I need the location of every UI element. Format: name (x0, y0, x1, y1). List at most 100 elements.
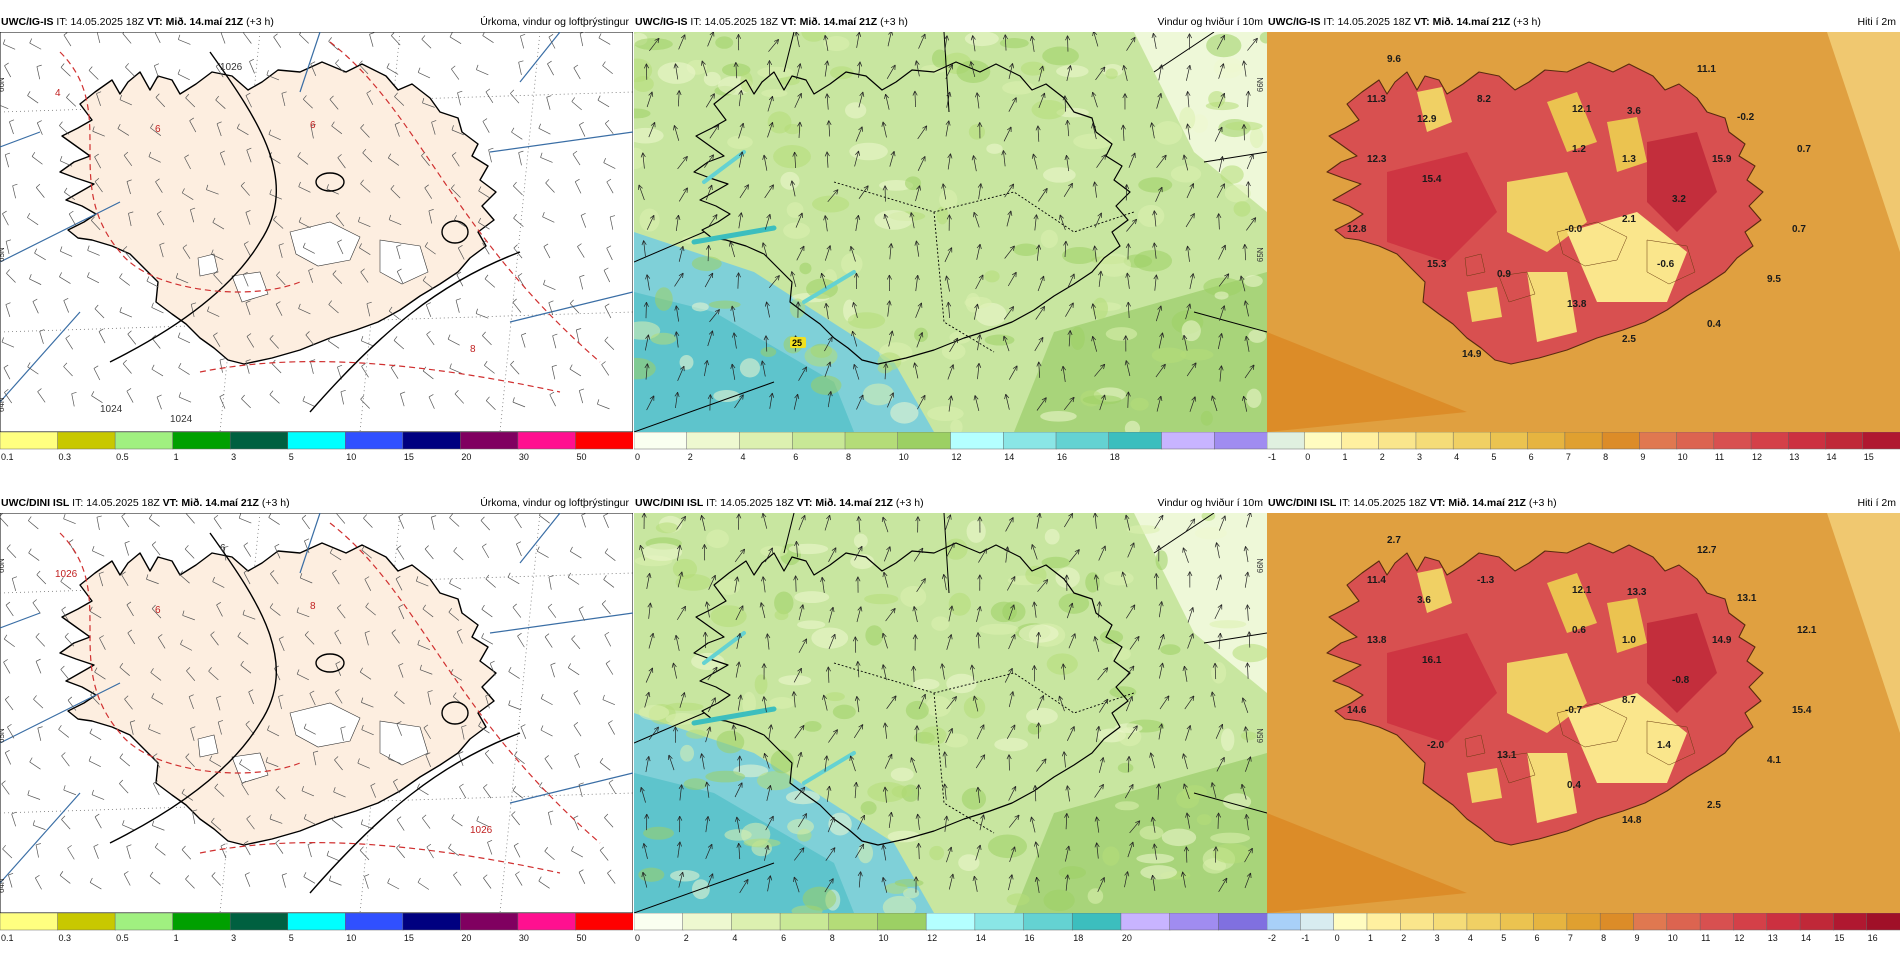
it-label: IT: (72, 497, 83, 509)
temp-label: 14.8 (1622, 815, 1642, 826)
product-title: Hiti í 2m (1857, 493, 1896, 513)
model-name: UWC/IG-IS (1268, 16, 1321, 28)
colorbar-tick-label: 20 (461, 452, 471, 462)
colorbar-tick-label: 16 (1868, 933, 1878, 943)
temp-label: 12.8 (1347, 224, 1367, 235)
colorbar-tick-label: 30 (519, 452, 529, 462)
colorbar-swatch (1534, 913, 1568, 930)
lead-time: (+3 h) (1513, 16, 1541, 28)
lat-label: 65N (1256, 247, 1265, 262)
product-title: Vindur og hviður í 10m (1158, 493, 1263, 513)
colorbar-tick-label: 18 (1110, 452, 1120, 462)
temp-label: 1.4 (1657, 740, 1671, 751)
init-time: 14.05.2025 18Z (720, 497, 794, 509)
colorbar-tick-label: 10 (878, 933, 888, 943)
colorbar-tick-label: 5 (289, 452, 294, 462)
colorbar-tick-label: 20 (1122, 933, 1132, 943)
vt-label: VT: (147, 16, 163, 28)
colorbar-tick-label: 7 (1566, 452, 1571, 462)
colorbar-swatch (1567, 913, 1601, 930)
temp-label: 3.6 (1417, 595, 1431, 606)
lat-label: 66N (0, 77, 6, 92)
colorbar-tick-label: 10 (1668, 933, 1678, 943)
panel-header: UWC/IG-IS IT: 14.05.2025 18Z VT: Mið. 14… (634, 12, 1267, 32)
colorbar-tick-label: 2 (1380, 452, 1385, 462)
model-name: UWC/DINI ISL (1, 497, 69, 509)
model-name: UWC/IG-IS (1, 16, 54, 28)
colorbar-tick-label: 4 (732, 933, 737, 943)
colorbar-swatch (1800, 913, 1834, 930)
lat-label: 65N (1256, 728, 1265, 743)
colorbar-tick-label: 8 (830, 933, 835, 943)
valid-time: Mið. 14.maí 21Z (1448, 497, 1526, 509)
colorbar-tick-label: 0 (1305, 452, 1310, 462)
colorbar-tick-label: 6 (781, 933, 786, 943)
lat-label: 66N (1256, 558, 1265, 573)
colorbar-tick-label: 0 (635, 933, 640, 943)
temp-label: 15.4 (1792, 705, 1812, 716)
colorbar-swatch (1667, 913, 1701, 930)
colorbar-swatch (1639, 432, 1677, 449)
colorbar-swatch (1170, 913, 1219, 930)
model-name: UWC/IG-IS (635, 16, 688, 28)
temp-label: 12.1 (1797, 625, 1817, 636)
map-view[interactable]: 66N 65N (634, 513, 1267, 913)
colorbar-swatch (1434, 913, 1468, 930)
colorbar-swatch (460, 913, 518, 930)
colorbar-swatch (1379, 432, 1417, 449)
colorbar-swatch (1602, 432, 1640, 449)
colorbar-swatch (975, 913, 1024, 930)
temp-label: 8.2 (1477, 94, 1491, 105)
colorbar-svg: -2-101234567891011121314151617 (1267, 913, 1900, 945)
colorbar-tick-label: 7 (1568, 933, 1573, 943)
panel-header: UWC/DINI ISL IT: 14.05.2025 18Z VT: Mið.… (1267, 493, 1900, 513)
lat-label: 66N (0, 558, 6, 573)
colorbar-tick-label: 2 (1401, 933, 1406, 943)
temp-label: 14.9 (1712, 635, 1732, 646)
temp-label: 13.3 (1627, 587, 1647, 598)
colorbar-swatch (115, 913, 173, 930)
temp-label: 1.0 (1622, 635, 1636, 646)
temp-label: 9.5 (1767, 274, 1781, 285)
colorbar-tick-label: 13 (1789, 452, 1799, 462)
colorbar-tick-label: 14 (1827, 452, 1837, 462)
temp-label: -0.8 (1672, 675, 1690, 686)
colorbar-tick-label: 4 (741, 452, 746, 462)
colorbar-swatch (1109, 432, 1162, 449)
temp-label: 8.7 (1622, 695, 1636, 706)
isobar-label: 6 (155, 124, 161, 135)
precip-map-panel-igis: UWC/IG-IS IT: 14.05.2025 18Z VT: Mið. 14… (0, 12, 633, 482)
colorbar-tick-label: 15 (404, 452, 414, 462)
temp-label: 15.4 (1422, 174, 1442, 185)
colorbar-tick-label: 15 (404, 933, 414, 943)
colorbar-tick-label: 8 (1601, 933, 1606, 943)
colorbar-tick-label: 0.3 (59, 452, 72, 462)
lead-time: (+3 h) (246, 16, 274, 28)
colorbar-tick-label: -1 (1301, 933, 1309, 943)
colorbar-swatch (0, 913, 58, 930)
vt-label: VT: (1430, 497, 1446, 509)
colorbar-tick-label: 3 (231, 933, 236, 943)
colorbar-swatch (1733, 913, 1767, 930)
colorbar-tick-label: 12 (952, 452, 962, 462)
temp-map-panel-igis: UWC/IG-IS IT: 14.05.2025 18Z VT: Mið. 14… (1267, 12, 1900, 482)
product-title: Hiti í 2m (1857, 12, 1896, 32)
temp-label: -0.2 (1737, 112, 1755, 123)
precip-map-panel-dini: UWC/DINI ISL IT: 14.05.2025 18Z VT: Mið.… (0, 493, 633, 963)
it-label: IT: (706, 497, 717, 509)
colorbar-tick-label: 6 (1535, 933, 1540, 943)
colorbar-tick-label: 0 (1335, 933, 1340, 943)
colorbar-swatch (460, 432, 518, 449)
colorbar-swatch (1024, 913, 1073, 930)
colorbar-tick-label: -1 (1268, 452, 1276, 462)
colorbar-tick-label: 10 (1678, 452, 1688, 462)
